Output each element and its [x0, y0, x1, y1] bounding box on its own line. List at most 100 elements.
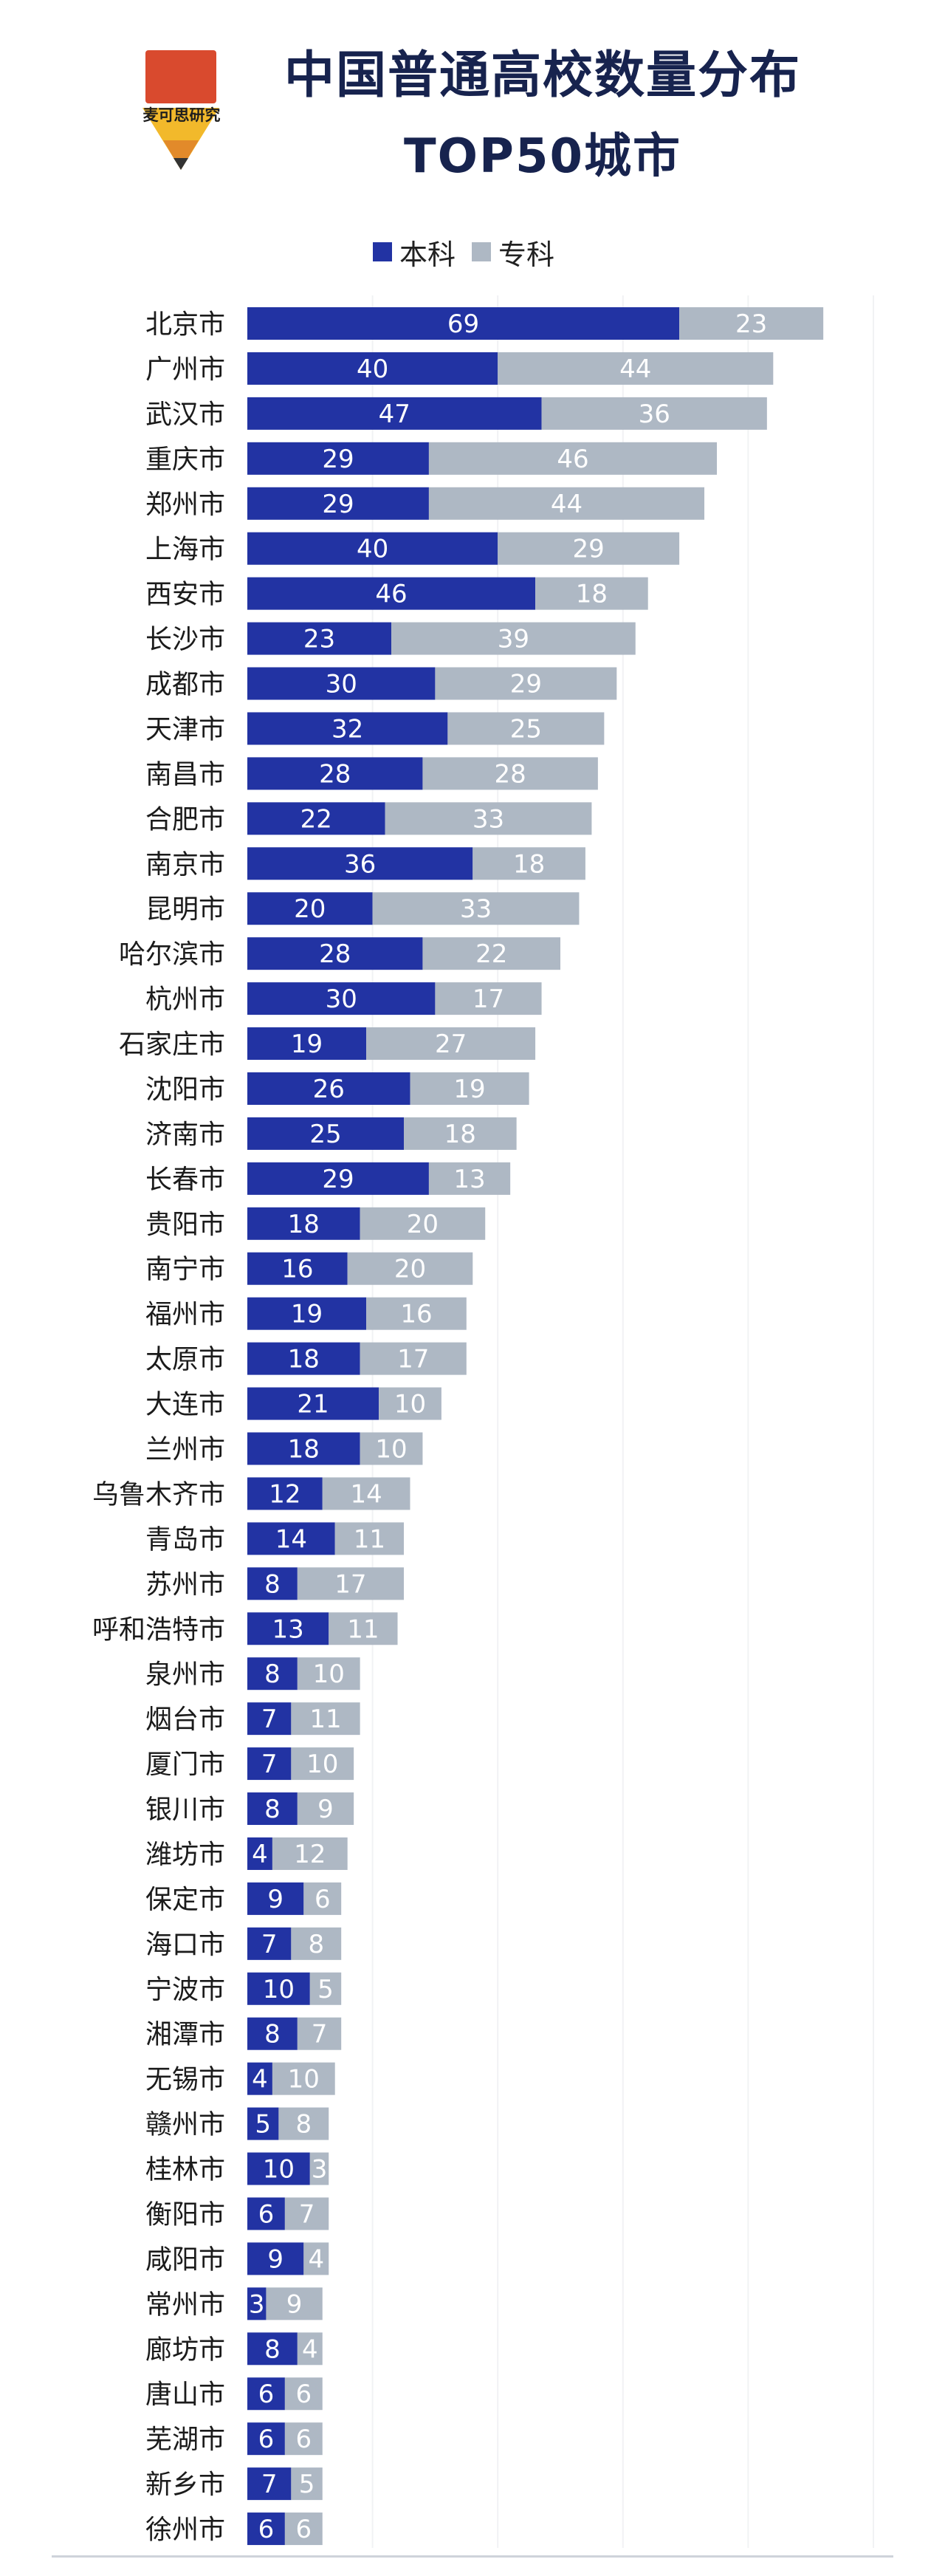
chart-legend: 本科 专科: [373, 235, 554, 271]
bar-undergrad: [247, 2197, 285, 2230]
bar-undergrad: [247, 532, 498, 565]
bar-vocational: [360, 1342, 467, 1375]
value-label-undergrad: 19: [291, 1300, 323, 1329]
value-label-vocational: 10: [313, 1659, 345, 1689]
value-label-undergrad: 6: [258, 2380, 275, 2409]
category-label: 泉州市: [145, 1659, 225, 1690]
bar-undergrad: [247, 1387, 379, 1420]
value-label-undergrad: 10: [263, 2155, 295, 2185]
value-label-undergrad: 26: [313, 1075, 345, 1104]
bar-undergrad: [247, 1792, 298, 1826]
category-label: 杭州市: [145, 984, 225, 1015]
category-label: 哈尔滨市: [119, 939, 225, 970]
bar-undergrad: [247, 2467, 292, 2501]
value-label-vocational: 14: [350, 1479, 382, 1509]
bar-undergrad: [247, 2017, 298, 2050]
value-label-undergrad: 22: [300, 804, 332, 834]
bar-undergrad: [247, 2107, 279, 2140]
bar-undergrad: [247, 892, 373, 925]
category-label: 徐州市: [145, 2515, 225, 2545]
bar-undergrad: [247, 1432, 360, 1465]
category-label: 济南市: [145, 1120, 225, 1150]
category-label: 银川市: [145, 1795, 225, 1825]
bar-vocational: [284, 2377, 323, 2411]
value-label-vocational: 6: [295, 2425, 312, 2454]
value-label-undergrad: 6: [258, 2515, 275, 2544]
bar-undergrad: [247, 577, 536, 610]
legend-swatch-undergrad: [373, 242, 392, 261]
category-label: 沈阳市: [145, 1075, 225, 1105]
bar-undergrad: [247, 1522, 335, 1555]
category-label: 宁波市: [145, 1975, 225, 2005]
category-label: 长沙市: [145, 625, 225, 655]
bar-vocational: [266, 2287, 323, 2320]
category-label: 广州市: [145, 354, 225, 385]
bar-vocational: [428, 1162, 511, 1195]
value-label-undergrad: 7: [261, 1705, 278, 1734]
bar-undergrad: [247, 2332, 298, 2366]
value-label-vocational: 6: [315, 1885, 331, 1914]
value-label-vocational: 25: [510, 714, 542, 744]
bar-undergrad: [247, 2422, 285, 2456]
category-label: 唐山市: [145, 2380, 225, 2410]
legend-label-vocational: 专科: [498, 238, 555, 271]
bar-undergrad: [247, 1882, 304, 1915]
value-label-vocational: 20: [394, 1255, 426, 1284]
value-label-undergrad: 23: [303, 625, 335, 654]
bar-vocational: [284, 2422, 323, 2456]
value-label-vocational: 5: [299, 2470, 315, 2499]
category-label: 乌鲁木齐市: [92, 1479, 225, 1510]
value-label-vocational: 13: [453, 1165, 485, 1194]
bar-undergrad: [247, 2242, 304, 2275]
bar-undergrad: [247, 1567, 298, 1600]
value-label-vocational: 7: [312, 2020, 328, 2049]
category-label: 南京市: [145, 849, 225, 880]
bar-undergrad: [247, 1477, 323, 1510]
bar-vocational: [360, 1432, 423, 1465]
category-label: 成都市: [145, 670, 225, 700]
category-label: 廊坊市: [145, 2334, 225, 2365]
bar-undergrad: [247, 667, 436, 700]
category-label: 桂林市: [145, 2155, 225, 2185]
category-label: 保定市: [145, 1885, 225, 1915]
value-label-undergrad: 20: [294, 894, 326, 924]
bar-vocational: [379, 1387, 441, 1420]
value-label-vocational: 8: [295, 2110, 312, 2140]
bar-vocational: [366, 1297, 467, 1330]
value-label-undergrad: 40: [357, 354, 388, 384]
value-label-undergrad: 18: [288, 1210, 320, 1239]
bar-vocational: [541, 397, 767, 430]
value-label-vocational: 28: [495, 759, 526, 789]
category-label: 长春市: [145, 1165, 225, 1195]
bar-vocational: [303, 1882, 342, 1915]
bar-vocational: [291, 1927, 342, 1960]
category-label: 青岛市: [145, 1524, 225, 1555]
bar-vocational: [291, 1702, 360, 1736]
bar-vocational: [297, 1567, 404, 1600]
legend-label-undergrad: 本科: [399, 238, 456, 271]
value-label-vocational: 46: [557, 445, 588, 474]
bar-undergrad: [247, 2287, 267, 2320]
category-label: 上海市: [145, 535, 225, 565]
legend-swatch-vocational: [472, 242, 492, 261]
value-label-undergrad: 16: [281, 1255, 313, 1284]
bar-vocational: [329, 1612, 398, 1645]
category-label: 郑州市: [145, 490, 225, 520]
bar-vocational: [435, 982, 542, 1015]
value-label-vocational: 16: [400, 1300, 432, 1329]
value-label-undergrad: 6: [258, 2425, 275, 2454]
bar-undergrad: [247, 487, 429, 520]
bar-undergrad: [247, 802, 385, 835]
category-label: 昆明市: [145, 894, 225, 925]
category-label: 芜湖市: [145, 2425, 225, 2455]
value-label-undergrad: 40: [357, 535, 388, 564]
value-label-undergrad: 8: [264, 1795, 281, 1824]
value-label-undergrad: 4: [252, 1840, 268, 1869]
bar-undergrad: [247, 622, 392, 655]
value-label-undergrad: 29: [322, 445, 354, 474]
bar-undergrad: [247, 1297, 367, 1330]
value-label-vocational: 18: [576, 580, 608, 609]
value-label-undergrad: 30: [326, 984, 357, 1014]
bar-undergrad: [247, 307, 680, 340]
bar-vocational: [284, 2512, 323, 2546]
